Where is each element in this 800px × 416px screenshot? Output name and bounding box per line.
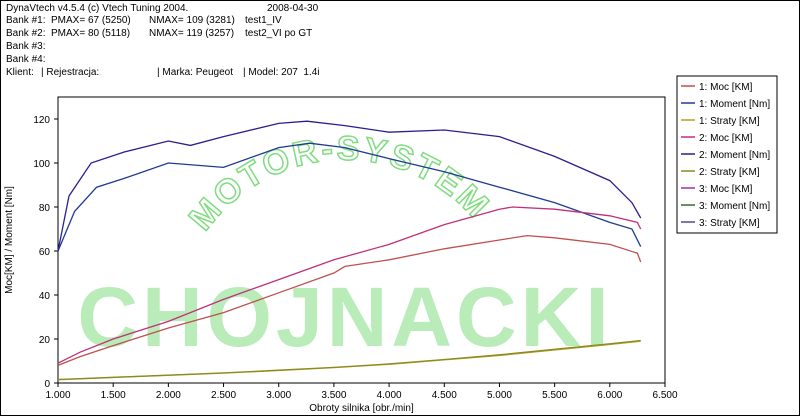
watermark-arc-text: MOTOR-SYSTEM: [182, 130, 498, 238]
legend-entry-label: 2: Moc [KM]: [699, 133, 753, 144]
bank1-nmax: NMAX= 109 (3281): [149, 15, 235, 26]
watermark-arc-textpath: MOTOR-SYSTEM: [181, 129, 495, 239]
x-tick-label: 6.000: [597, 390, 622, 401]
series-layer: [57, 120, 642, 381]
legend-entry-label: 1: Moment [Nm]: [699, 99, 770, 110]
legend-entry-label: 3: Moment [Nm]: [699, 201, 770, 212]
bank2-pmax: PMAX= 80 (5118): [51, 28, 131, 39]
y-tick-label: 40: [39, 291, 51, 302]
report-date: 2008-04-30: [267, 3, 319, 14]
y-tick-label: 0: [44, 379, 50, 390]
make-label: | Marka: Peugeot: [157, 67, 233, 78]
client-label: Klient:: [6, 67, 34, 78]
registration-label: | Rejestracja:: [41, 67, 100, 78]
x-tick-label: 4.000: [377, 390, 402, 401]
y-tick-label: 120: [33, 115, 50, 126]
legend-entry-label: 1: Straty [KM]: [699, 116, 760, 127]
bank2-name: test2_VI po GT: [245, 28, 313, 39]
app-title: DynaVtech v4.5.4 (c) Vtech Tuning 2004.: [6, 3, 189, 14]
x-tick-label: 4.500: [432, 390, 457, 401]
bank4-label: Bank #4:: [6, 54, 46, 65]
x-tick-label: 6.500: [652, 390, 677, 401]
bank1-label: Bank #1:: [6, 15, 46, 26]
x-axis-label: Obroty silnika [obr./min]: [309, 403, 414, 414]
x-tick-label: 5.500: [542, 390, 567, 401]
y-tick-label: 80: [39, 203, 51, 214]
series-line-1: [57, 234, 642, 367]
x-tick-label: 3.500: [321, 390, 346, 401]
x-tick-label: 3.000: [266, 390, 291, 401]
bank2-nmax: NMAX= 119 (3257): [149, 28, 235, 39]
series-line-5: [57, 120, 642, 252]
x-tick-label: 1.500: [101, 390, 126, 401]
x-tick-label: 2.500: [211, 390, 236, 401]
series-line-6: [57, 339, 641, 381]
legend-entry-label: 1: Moc [KM]: [699, 82, 753, 93]
legend-entry-label: 3: Moc [KM]: [699, 184, 753, 195]
y-tick-label: 60: [39, 247, 51, 258]
y-axis-label: Moc[KM] / Moment [Nm]: [4, 186, 15, 294]
bank3-label: Bank #3:: [6, 41, 46, 52]
legend-entry-label: 2: Straty [KM]: [699, 167, 760, 178]
bank1-pmax: PMAX= 67 (5250): [51, 15, 131, 26]
watermark-main-text: CHOJNACKI: [77, 270, 612, 364]
x-tick-label: 5.000: [487, 390, 512, 401]
x-tick-label: 1.000: [45, 390, 70, 401]
plot-area: [57, 96, 666, 384]
bank1-name: test1_IV: [245, 15, 282, 26]
y-tick-label: 100: [33, 159, 50, 170]
y-tick-label: 20: [39, 335, 51, 346]
chart-axes: 1.000 1.500 2.000 2.500 3.000 3.500 4.000 4.500…: [4, 96, 678, 414]
watermark: MOTOR-SYSTEM CHOJNACKI: [77, 129, 612, 364]
legend-entry-label: 2: Moment [Nm]: [699, 150, 770, 161]
chart-legend: 1: Moc [KM] 1: Moment [Nm] 1: Straty [KM] 2…: [676, 75, 778, 234]
x-tick-label: 2.000: [156, 390, 181, 401]
legend-entry-label: 3: Straty [KM]: [699, 218, 760, 229]
model-label: | Model: 207 1.4i: [243, 67, 320, 78]
series-line-4: [57, 206, 642, 364]
bank2-label: Bank #2:: [6, 28, 46, 39]
